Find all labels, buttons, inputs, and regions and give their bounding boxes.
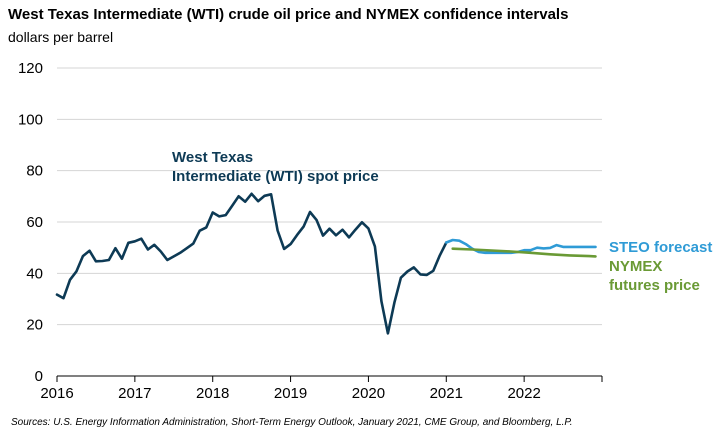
wti-spot-price-line [55, 192, 448, 335]
x-tick-label: 2021 [430, 385, 463, 402]
gridlines [57, 67, 602, 326]
x-tick-label: 2020 [352, 385, 385, 402]
x-tick-label: 2018 [196, 385, 229, 402]
nymex-label-line-1: NYMEX [609, 258, 662, 275]
y-tick-label: 20 [26, 317, 43, 334]
series-lines [55, 192, 597, 335]
y-tick-label: 100 [18, 111, 43, 128]
chart-title: West Texas Intermediate (WTI) crude oil … [8, 6, 569, 23]
wti-label-line-2: Intermediate (WTI) spot price [172, 168, 379, 185]
chart-subtitle: dollars per barrel [8, 29, 114, 45]
source-note: Sources: U.S. Energy Information Adminis… [11, 417, 573, 428]
x-tick-label: 2017 [118, 385, 151, 402]
y-tick-label: 60 [26, 214, 43, 231]
nymex-futures-line [451, 247, 597, 258]
wti-label-line-1: West Texas [172, 149, 253, 166]
y-axis-ticks: 0 20 40 60 80 100 120 [18, 60, 43, 385]
y-tick-label: 40 [26, 265, 43, 282]
x-tick-label: 2019 [274, 385, 307, 402]
y-tick-label: 80 [26, 163, 43, 180]
y-tick-label: 120 [18, 60, 43, 77]
x-tick-label: 2022 [507, 385, 540, 402]
steo-label: STEO forecast [609, 239, 712, 256]
nymex-label-line-2: futures price [609, 277, 700, 294]
y-tick-label: 0 [35, 368, 43, 385]
x-tick-label: 2016 [40, 385, 73, 402]
x-axis-ticks: 2016 2017 2018 2019 2020 2021 2022 [40, 376, 603, 402]
